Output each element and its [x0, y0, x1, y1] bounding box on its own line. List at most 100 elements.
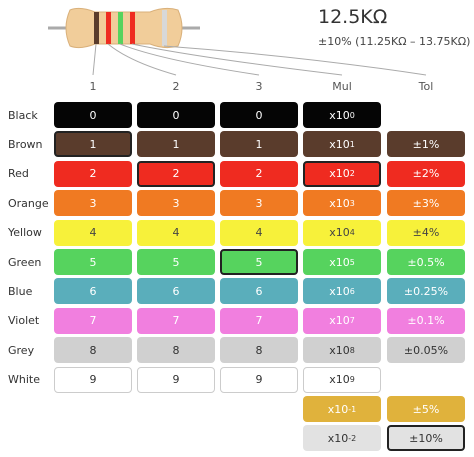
color-button[interactable]: ±2% — [387, 160, 465, 187]
row-label: Brown — [8, 137, 43, 151]
row-label: Violet — [8, 314, 40, 328]
digit-label: 3 — [255, 196, 263, 210]
color-button[interactable]: x10 2 — [303, 160, 381, 187]
color-button[interactable]: x10 9 — [303, 366, 381, 393]
color-button[interactable]: x10 8 — [303, 337, 381, 364]
color-button[interactable]: 8 — [220, 337, 298, 364]
color-button[interactable]: ±1% — [387, 131, 465, 158]
color-button[interactable]: 6 — [137, 278, 215, 305]
row-label: White — [8, 373, 40, 387]
band — [106, 12, 111, 44]
multiplier-base: x10 — [329, 314, 350, 328]
color-button[interactable]: 1 — [137, 131, 215, 158]
tolerance-label: ±0.1% — [407, 314, 445, 328]
color-button[interactable]: x10 0 — [303, 102, 381, 128]
color-button[interactable]: 9 — [220, 366, 298, 393]
color-button[interactable]: 3 — [137, 190, 215, 217]
multiplier-exponent: -2 — [348, 433, 357, 443]
multiplier-exponent: 4 — [349, 228, 355, 238]
multiplier-base: x10 — [329, 137, 350, 151]
column-header: Tol — [418, 80, 434, 93]
color-button[interactable]: 0 — [137, 102, 215, 128]
color-button[interactable]: 7 — [220, 307, 298, 334]
row-label: Yellow — [8, 226, 42, 240]
tolerance-label: ±10% — [409, 431, 443, 445]
multiplier-exponent: 3 — [349, 198, 355, 208]
tolerance-label: ±0.5% — [407, 255, 445, 269]
multiplier-base: x10 — [329, 196, 350, 210]
multiplier-exponent: 8 — [349, 345, 355, 355]
color-button[interactable]: 4 — [220, 219, 298, 246]
color-button[interactable]: 1 — [54, 131, 132, 158]
color-button[interactable]: x10 -1 — [303, 396, 381, 422]
color-button[interactable]: 1 — [220, 131, 298, 158]
color-button[interactable]: 5 — [137, 249, 215, 275]
band — [94, 12, 99, 44]
multiplier-base: x10 — [329, 343, 350, 357]
tolerance-label: ±5% — [412, 402, 440, 416]
color-button[interactable]: 9 — [137, 366, 215, 393]
tolerance-label: ±3% — [412, 196, 440, 210]
color-button[interactable]: 4 — [54, 219, 132, 246]
color-button[interactable]: ±0.25% — [387, 278, 465, 305]
color-button[interactable]: 2 — [54, 160, 132, 187]
digit-label: 5 — [89, 255, 97, 269]
color-button[interactable]: x10 1 — [303, 131, 381, 158]
color-button[interactable]: 8 — [54, 337, 132, 364]
color-button[interactable]: ±0.05% — [387, 337, 465, 364]
column-header: 2 — [172, 80, 180, 93]
multiplier-base: x10 — [329, 373, 350, 387]
color-button[interactable]: 3 — [220, 190, 298, 217]
color-button[interactable]: 7 — [54, 307, 132, 334]
multiplier-exponent: 9 — [349, 375, 355, 385]
color-button[interactable]: 7 — [137, 307, 215, 334]
digit-label: 3 — [172, 196, 180, 210]
color-button[interactable]: ±5% — [387, 396, 465, 422]
color-button[interactable]: x10 -2 — [303, 425, 381, 452]
row-label: Green — [8, 255, 42, 269]
digit-label: 2 — [89, 167, 97, 181]
color-button[interactable]: 0 — [220, 102, 298, 128]
color-button[interactable]: ±3% — [387, 190, 465, 217]
multiplier-exponent: 5 — [349, 257, 355, 267]
digit-label: 7 — [255, 314, 263, 328]
color-button[interactable]: x10 5 — [303, 249, 381, 275]
color-button[interactable]: 2 — [137, 160, 215, 187]
digit-label: 1 — [255, 137, 263, 151]
color-button[interactable]: 3 — [54, 190, 132, 217]
multiplier-exponent: 2 — [349, 169, 355, 179]
row-label: Blue — [8, 284, 33, 298]
color-button[interactable]: 6 — [54, 278, 132, 305]
digit-label: 0 — [172, 108, 180, 122]
color-button[interactable]: ±4% — [387, 219, 465, 246]
tolerance-label: ±0.25% — [403, 284, 449, 298]
color-button[interactable]: 0 — [54, 102, 132, 128]
color-button[interactable]: 2 — [220, 160, 298, 187]
resistor-graphic — [48, 7, 427, 76]
resistance-value: 12.5KΩ — [318, 6, 388, 28]
color-button[interactable]: 9 — [54, 366, 132, 393]
tolerance-label: ±4% — [412, 226, 440, 240]
digit-label: 8 — [172, 343, 180, 357]
digit-label: 7 — [172, 314, 180, 328]
color-button[interactable]: 5 — [220, 249, 298, 275]
color-button[interactable]: ±0.1% — [387, 307, 465, 334]
color-button[interactable]: x10 7 — [303, 307, 381, 334]
color-button[interactable]: 4 — [137, 219, 215, 246]
digit-label: 6 — [255, 284, 263, 298]
color-button[interactable]: 5 — [54, 249, 132, 275]
color-button[interactable]: ±10% — [387, 425, 465, 452]
tolerance-range: ±10% (11.25KΩ – 13.75KΩ) — [318, 35, 471, 48]
color-button[interactable]: 6 — [220, 278, 298, 305]
color-button[interactable]: x10 6 — [303, 278, 381, 305]
color-button[interactable]: ±0.5% — [387, 249, 465, 275]
color-button[interactable]: x10 3 — [303, 190, 381, 217]
color-button[interactable]: x10 4 — [303, 219, 381, 246]
color-button[interactable]: 8 — [137, 337, 215, 364]
digit-label: 8 — [255, 343, 263, 357]
digit-label: 4 — [172, 226, 180, 240]
digit-label: 9 — [172, 373, 180, 387]
row-label: Black — [8, 108, 38, 122]
band — [162, 10, 167, 46]
digit-label: 0 — [255, 108, 263, 122]
